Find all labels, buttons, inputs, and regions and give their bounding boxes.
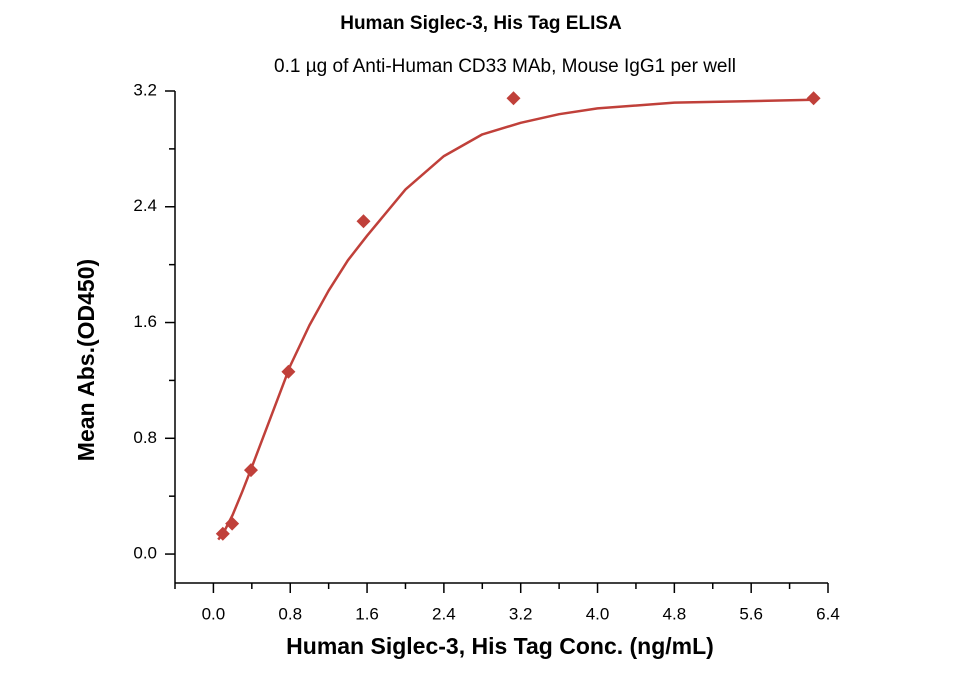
y-tick-label: 0.8: [133, 428, 157, 447]
data-point: [243, 463, 258, 478]
x-tick-label: 4.0: [586, 604, 610, 623]
x-tick-label: 3.2: [509, 604, 533, 623]
data-point: [281, 364, 296, 379]
data-point: [215, 526, 230, 541]
data-point: [225, 516, 240, 531]
x-axis-label: Human Siglec-3, His Tag Conc. (ng/mL): [286, 633, 714, 659]
x-tick-label: 0.8: [278, 604, 302, 623]
x-tick-label: 5.6: [739, 604, 763, 623]
y-tick-label: 2.4: [133, 196, 157, 215]
y-tick-label: 1.6: [133, 312, 157, 331]
x-tick-label: 2.4: [432, 604, 456, 623]
x-tick-label: 1.6: [355, 604, 379, 623]
x-tick-label: 0.0: [202, 604, 226, 623]
chart-subtitle: 0.1 µg of Anti-Human CD33 MAb, Mouse IgG…: [274, 56, 736, 77]
x-tick-label: 4.8: [663, 604, 687, 623]
data-point: [806, 91, 821, 106]
data-point: [356, 214, 371, 229]
chart-title: Human Siglec-3, His Tag ELISA: [340, 13, 622, 34]
y-tick-label: 3.2: [133, 80, 157, 99]
data-point: [506, 91, 521, 106]
y-axis-label: Mean Abs.(OD450): [73, 259, 99, 461]
y-tick-label: 0.0: [133, 544, 157, 563]
x-tick-label: 6.4: [816, 604, 840, 623]
fit-curve: [217, 98, 814, 541]
